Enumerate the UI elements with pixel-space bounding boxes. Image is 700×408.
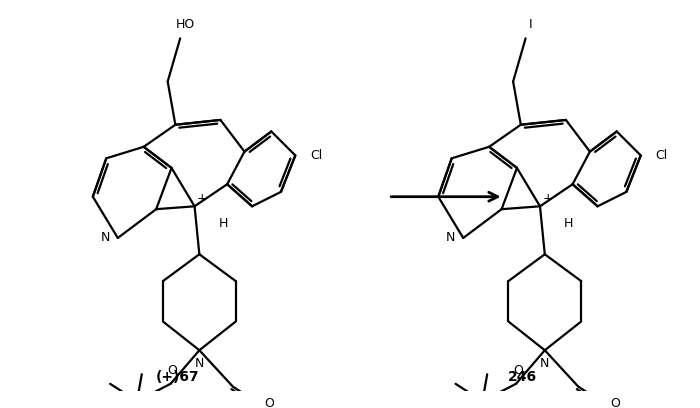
Text: Cl: Cl (656, 149, 668, 162)
Text: Cl: Cl (310, 149, 323, 162)
Text: N: N (101, 231, 110, 244)
Text: N: N (446, 231, 456, 244)
Text: +: + (542, 192, 553, 205)
Text: O: O (167, 364, 177, 377)
Text: H: H (564, 217, 573, 230)
Text: H: H (218, 217, 228, 230)
Text: N: N (195, 357, 204, 370)
Text: 246: 246 (508, 370, 538, 384)
Text: N: N (540, 357, 550, 370)
Text: I: I (528, 18, 532, 31)
Text: (+)67: (+)67 (155, 370, 199, 384)
Text: O: O (610, 397, 620, 408)
Text: +: + (197, 192, 207, 205)
Text: HO: HO (175, 18, 195, 31)
Text: O: O (513, 364, 523, 377)
Text: O: O (265, 397, 274, 408)
